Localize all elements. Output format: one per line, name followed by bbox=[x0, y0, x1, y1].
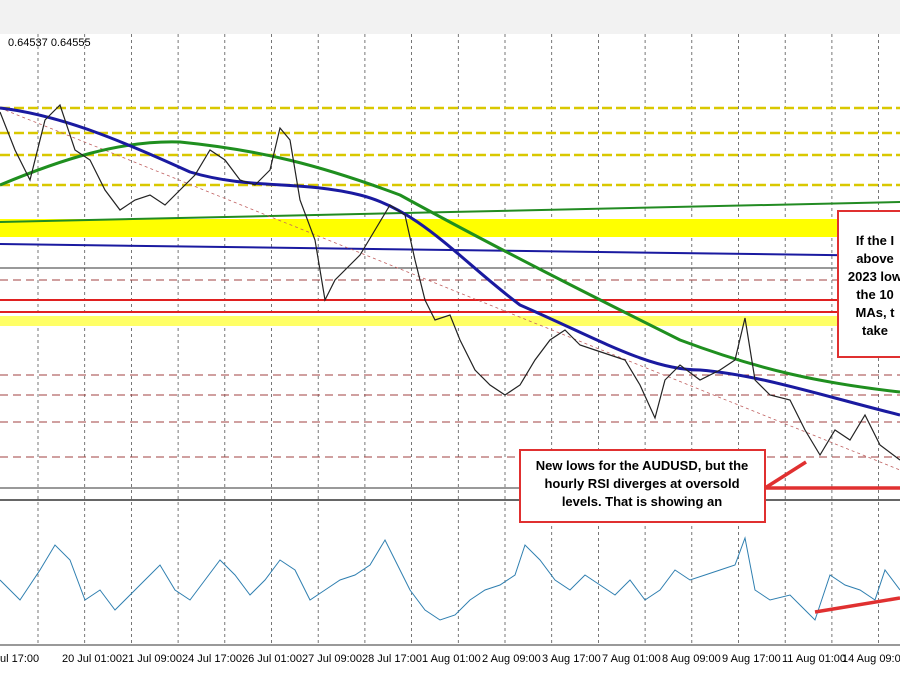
annotation-text: MAs, t bbox=[856, 305, 896, 320]
x-tick-label: ul 17:00 bbox=[0, 653, 39, 665]
x-tick-label: 7 Aug 01:00 bbox=[602, 653, 661, 665]
x-tick-label: 3 Aug 17:00 bbox=[542, 653, 601, 665]
annotation-text: above bbox=[856, 251, 894, 266]
rsi-divergence-line bbox=[814, 596, 900, 614]
x-tick-label: 28 Jul 17:00 bbox=[362, 653, 422, 665]
quote: 0.64537 0.64555 bbox=[8, 37, 91, 49]
price bbox=[0, 103, 900, 461]
level-line bbox=[0, 243, 900, 257]
annotation-text: New lows for the AUDUSD, but the bbox=[536, 458, 749, 473]
annotation-lower: New lows for the AUDUSD, but the hourly R… bbox=[536, 458, 749, 509]
annotation-box bbox=[519, 449, 766, 523]
x-tick-label: 20 Jul 01:00 bbox=[62, 653, 122, 665]
annotation-text: take bbox=[862, 323, 888, 338]
support-band bbox=[0, 219, 900, 237]
x-tick-label: 27 Jul 09:00 bbox=[302, 653, 362, 665]
x-tick-label: 21 Jul 09:00 bbox=[122, 653, 182, 665]
rsi bbox=[0, 536, 900, 621]
annotation-box bbox=[837, 210, 900, 358]
annotation-text: hourly RSI diverges at oversold bbox=[544, 476, 739, 491]
x-tick-label: 9 Aug 17:00 bbox=[722, 653, 781, 665]
annotation-text: the 10 bbox=[856, 287, 894, 302]
moving-average-100 bbox=[0, 106, 900, 417]
annotation-text: If the I bbox=[856, 233, 894, 248]
x-tick-label: 2 Aug 09:00 bbox=[482, 653, 541, 665]
x-tick-label: 24 Jul 17:00 bbox=[182, 653, 242, 665]
x-tick-label: 8 Aug 09:00 bbox=[662, 653, 721, 665]
annotation-right: If the I above 2023 low the 10 MAs, t take bbox=[848, 233, 900, 338]
top-strip bbox=[0, 0, 900, 34]
x-tick-label: 14 Aug 09:00 bbox=[842, 653, 900, 665]
levels bbox=[0, 106, 900, 489]
x-tick-label: 26 Jul 01:00 bbox=[242, 653, 302, 665]
support-band bbox=[0, 316, 900, 326]
x-tick-label: 11 Aug 01:00 bbox=[782, 653, 846, 665]
x-tick-label: 1 Aug 01:00 bbox=[422, 653, 481, 665]
x-axis: ul 17:00 20 Jul 01:00 21 Jul 09:00 24 Jul 1… bbox=[0, 653, 900, 665]
annotation-text: 2023 low bbox=[848, 269, 900, 284]
arrow bbox=[764, 460, 807, 490]
moving-average-200 bbox=[0, 140, 900, 394]
level-line bbox=[0, 201, 900, 223]
annotation-text: levels. That is showing an bbox=[562, 494, 722, 509]
